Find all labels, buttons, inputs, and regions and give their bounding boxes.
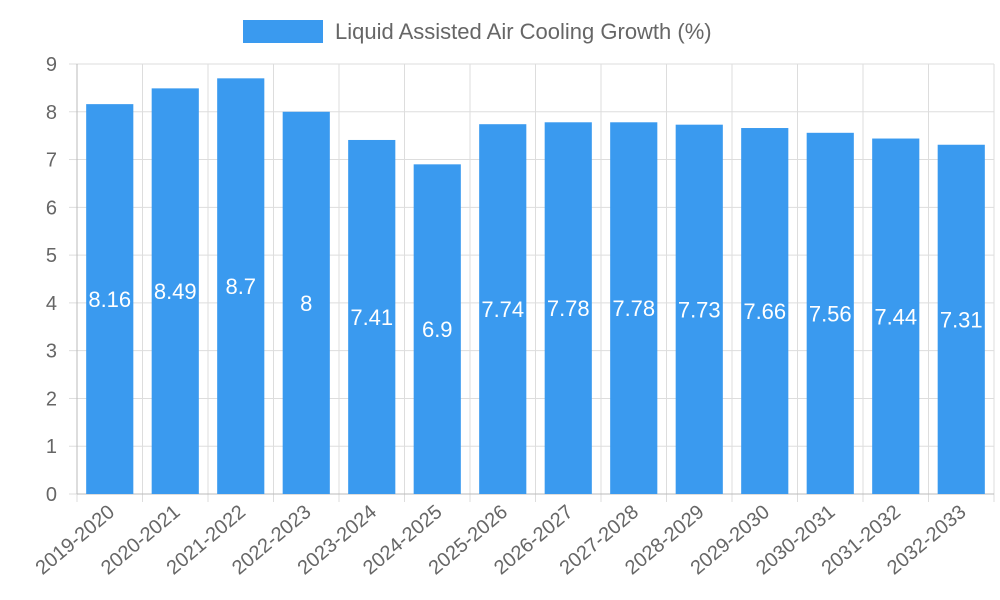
y-axis: 0 1 2 3 4 5 6 7 8 9: [46, 54, 57, 506]
bars: [86, 78, 985, 495]
bar-2028-2029[interactable]: [675, 124, 723, 494]
data-label: 8.7: [225, 274, 256, 299]
y-tick-label: 3: [46, 341, 57, 363]
data-label: 7.44: [874, 304, 917, 329]
data-label: 8: [300, 291, 312, 316]
bar-2031-2032[interactable]: [872, 138, 920, 495]
bar-2020-2021[interactable]: [151, 88, 199, 494]
y-tick-label: 9: [46, 54, 57, 76]
y-tick-label: 8: [46, 102, 57, 124]
bar-2025-2026[interactable]: [479, 124, 527, 494]
y-tick-label: 5: [46, 245, 57, 267]
y-tick-label: 0: [46, 484, 57, 506]
data-label: 6.9: [422, 317, 453, 342]
bar-2029-2030[interactable]: [741, 128, 789, 494]
bar-2027-2028[interactable]: [610, 122, 658, 495]
data-label: 8.49: [154, 279, 197, 304]
y-tick-label: 7: [46, 150, 57, 172]
bar-2032-2033[interactable]: [937, 144, 985, 494]
bar-2022-2023[interactable]: [282, 111, 330, 495]
data-label: 7.31: [940, 307, 983, 332]
bar-2019-2020[interactable]: [86, 104, 134, 494]
bar-2026-2027[interactable]: [544, 122, 592, 495]
y-tick-label: 4: [46, 293, 57, 315]
bar-2021-2022[interactable]: [217, 78, 265, 494]
bar-2023-2024[interactable]: [348, 139, 396, 494]
bar-2030-2031[interactable]: [806, 132, 854, 495]
data-label: 7.41: [350, 305, 393, 330]
data-label: 7.78: [612, 296, 655, 321]
legend-swatch: [243, 20, 323, 43]
legend-label: Liquid Assisted Air Cooling Growth (%): [335, 19, 712, 44]
y-tick-label: 1: [46, 436, 57, 458]
data-label: 7.56: [809, 301, 852, 326]
data-label: 7.78: [547, 296, 590, 321]
x-axis: 2019-20202020-20212021-20222022-20232023…: [32, 501, 971, 579]
legend[interactable]: Liquid Assisted Air Cooling Growth (%): [243, 19, 712, 44]
bar-2024-2025[interactable]: [413, 164, 461, 495]
y-tick-label: 2: [46, 388, 57, 410]
data-labels: 8.16 8.49 8.7 8 7.41 6.9 7.74 7.78 7.78 7.73 7.66 7…: [88, 274, 982, 342]
y-tick-label: 6: [46, 197, 57, 219]
data-label: 7.74: [481, 297, 524, 322]
data-label: 8.16: [88, 287, 131, 312]
grid-lines: [69, 63, 995, 502]
data-label: 7.66: [743, 299, 786, 324]
data-label: 7.73: [678, 297, 721, 322]
